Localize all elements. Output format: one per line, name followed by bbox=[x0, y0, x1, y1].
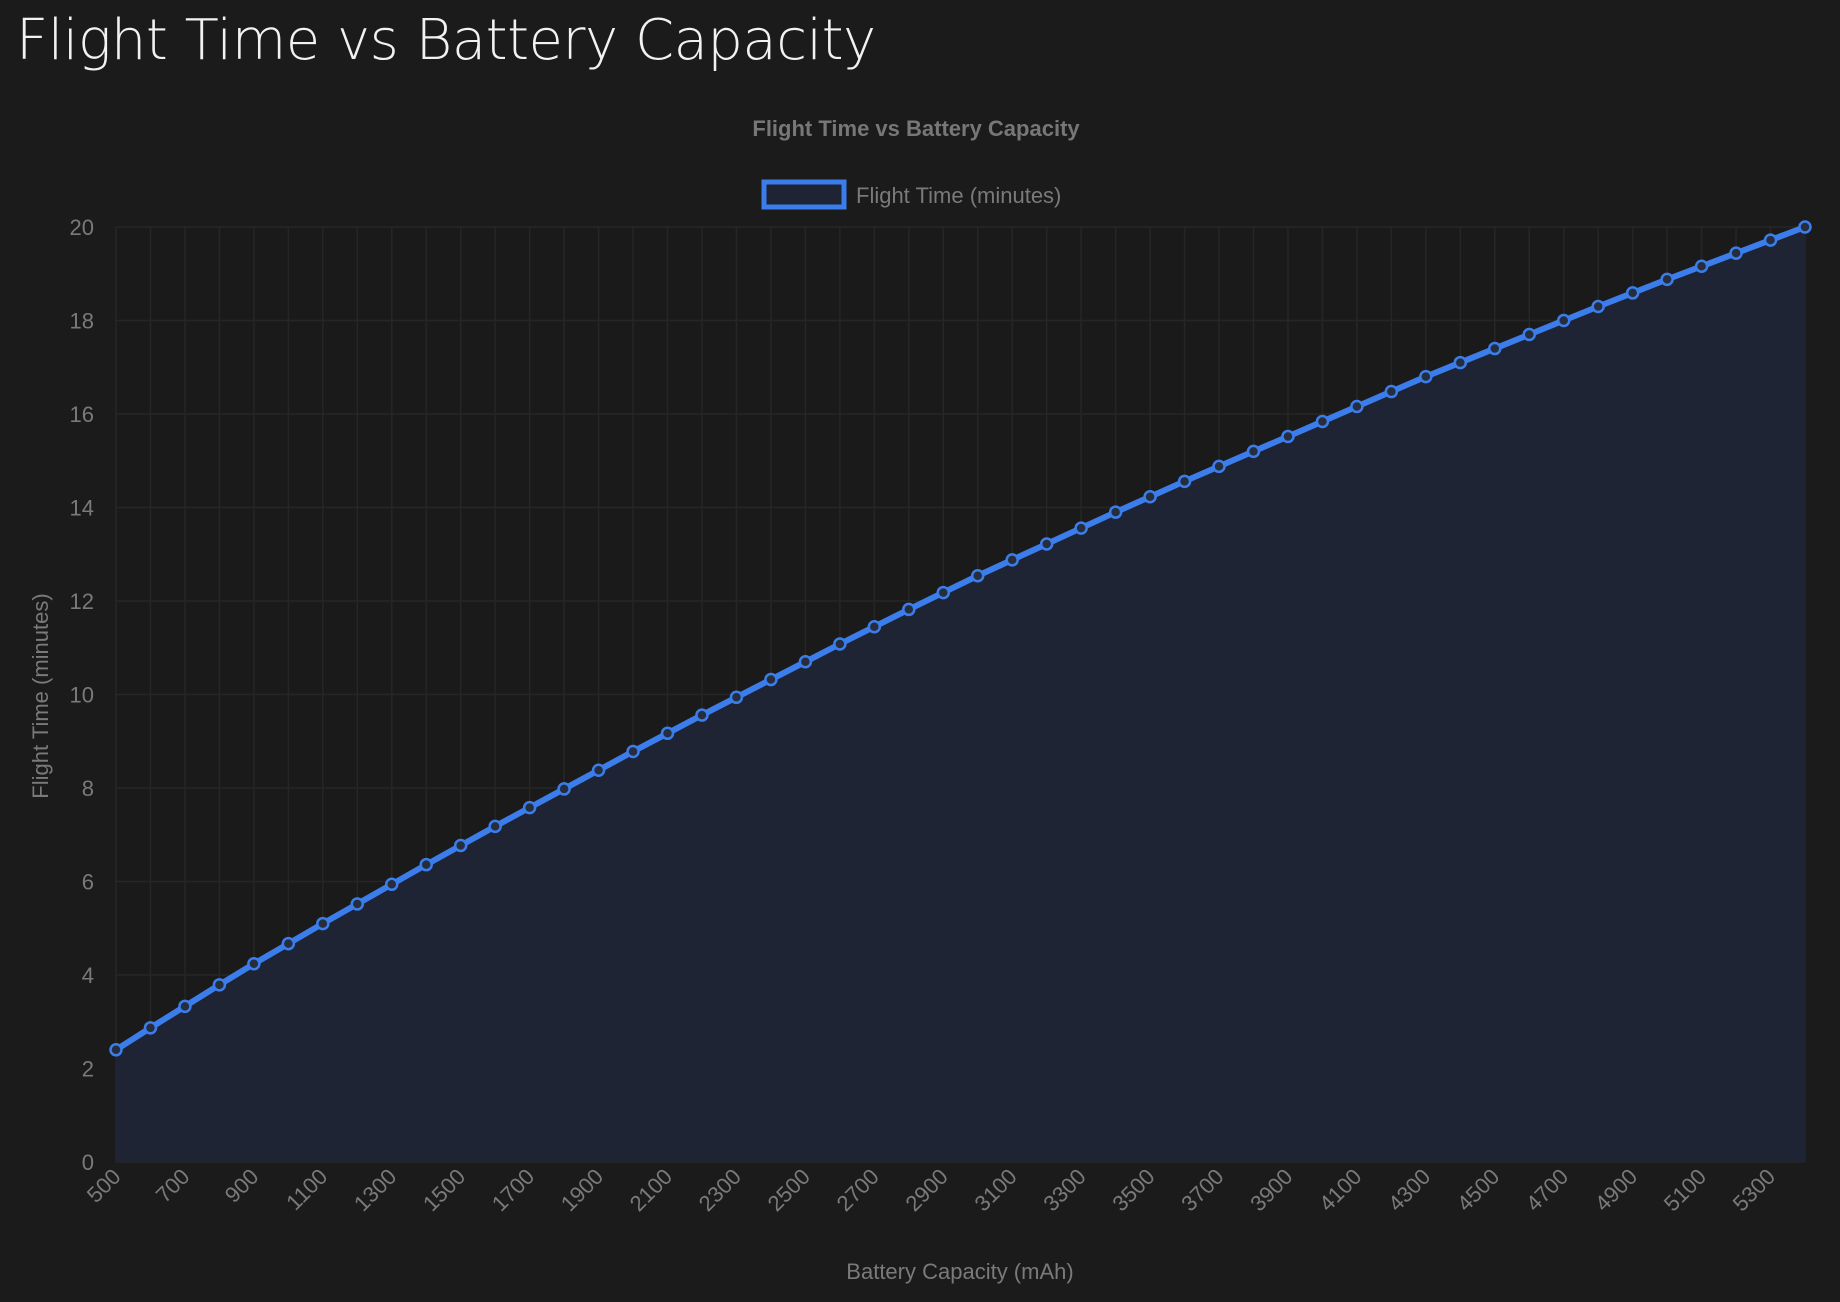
x-tick-label: 5300 bbox=[1728, 1164, 1780, 1216]
data-point[interactable] bbox=[247, 957, 261, 971]
y-tick-label: 4 bbox=[82, 963, 94, 988]
data-point[interactable] bbox=[1453, 355, 1468, 370]
data-point[interactable] bbox=[1419, 369, 1433, 384]
data-point[interactable] bbox=[488, 819, 502, 834]
series-area bbox=[116, 227, 1805, 1162]
data-point[interactable] bbox=[1488, 341, 1502, 356]
x-tick-label: 2900 bbox=[901, 1164, 953, 1216]
data-point[interactable] bbox=[1177, 474, 1192, 489]
data-point[interactable] bbox=[1660, 272, 1674, 287]
data-point[interactable] bbox=[1591, 299, 1605, 314]
data-point[interactable] bbox=[1625, 286, 1640, 300]
data-point[interactable] bbox=[1384, 384, 1399, 399]
data-point[interactable] bbox=[729, 690, 744, 705]
x-axis-ticks: 500 700 900 1100 1300 1500 1700 1900 2100 2300 250… bbox=[82, 1164, 1780, 1216]
data-point[interactable] bbox=[1246, 444, 1261, 459]
x-tick-label: 4500 bbox=[1452, 1164, 1504, 1216]
x-tick-label: 1700 bbox=[487, 1164, 539, 1216]
x-tick-label: 700 bbox=[151, 1164, 195, 1208]
x-tick-label: 3900 bbox=[1245, 1164, 1297, 1216]
y-tick-label: 0 bbox=[82, 1150, 94, 1175]
x-tick-label: 3300 bbox=[1038, 1164, 1090, 1216]
data-point[interactable] bbox=[350, 897, 365, 911]
y-tick-label: 2 bbox=[82, 1057, 94, 1082]
data-point[interactable] bbox=[1039, 537, 1054, 551]
y-tick-label: 6 bbox=[82, 870, 94, 895]
legend-swatch bbox=[761, 179, 847, 210]
data-point[interactable] bbox=[143, 1021, 158, 1035]
data-point[interactable] bbox=[936, 585, 951, 600]
data-point[interactable] bbox=[1729, 246, 1743, 260]
data-point[interactable] bbox=[281, 936, 296, 951]
y-tick-label: 16 bbox=[70, 402, 94, 427]
x-tick-label: 2700 bbox=[832, 1164, 884, 1216]
data-point[interactable] bbox=[591, 763, 606, 777]
area-fill bbox=[116, 227, 1805, 1162]
x-tick-label: 4900 bbox=[1590, 1164, 1642, 1216]
x-tick-label: 1100 bbox=[281, 1164, 332, 1215]
data-point[interactable] bbox=[1522, 327, 1536, 342]
x-tick-label: 2100 bbox=[625, 1164, 677, 1216]
data-point[interactable] bbox=[1212, 459, 1226, 474]
x-tick-label: 2300 bbox=[694, 1164, 746, 1216]
data-point[interactable] bbox=[626, 744, 640, 759]
data-point[interactable] bbox=[212, 978, 227, 992]
data-point[interactable] bbox=[1281, 429, 1295, 444]
data-point[interactable] bbox=[1798, 220, 1812, 234]
x-tick-label: 1300 bbox=[349, 1164, 401, 1216]
y-tick-label: 18 bbox=[70, 309, 94, 334]
data-point[interactable] bbox=[1350, 399, 1364, 414]
y-axis-title: Flight Time (minutes) bbox=[28, 593, 53, 798]
x-tick-label: 5100 bbox=[1659, 1164, 1711, 1216]
x-tick-label: 4300 bbox=[1383, 1164, 1435, 1216]
y-tick-label: 8 bbox=[82, 776, 94, 801]
legend[interactable]: Flight Time (minutes) bbox=[761, 179, 1061, 210]
x-tick-label: 4100 bbox=[1314, 1164, 1366, 1216]
data-point[interactable] bbox=[1143, 489, 1157, 504]
data-point[interactable] bbox=[970, 569, 985, 583]
x-tick-label: 3700 bbox=[1176, 1164, 1228, 1216]
x-tick-label: 3500 bbox=[1107, 1164, 1159, 1216]
data-point[interactable] bbox=[798, 655, 813, 669]
x-tick-label: 1500 bbox=[418, 1164, 470, 1216]
data-point[interactable] bbox=[178, 999, 192, 1014]
chart-title: Flight Time vs Battery Capacity bbox=[752, 116, 1080, 141]
data-point[interactable] bbox=[660, 726, 675, 741]
data-point[interactable] bbox=[1763, 233, 1778, 247]
data-point[interactable] bbox=[1694, 259, 1709, 274]
x-tick-label: 1900 bbox=[556, 1164, 608, 1216]
data-point[interactable] bbox=[833, 637, 847, 651]
data-point[interactable] bbox=[1556, 313, 1571, 328]
page-title: Flight Time vs Battery Capacity bbox=[16, 8, 876, 73]
y-tick-label: 12 bbox=[70, 589, 94, 614]
x-tick-label: 2500 bbox=[763, 1164, 815, 1216]
data-point[interactable] bbox=[1315, 414, 1330, 429]
y-tick-label: 14 bbox=[70, 496, 94, 521]
data-point[interactable] bbox=[1074, 521, 1088, 535]
data-point[interactable] bbox=[1108, 505, 1123, 519]
data-point[interactable] bbox=[764, 672, 778, 687]
data-point[interactable] bbox=[695, 708, 709, 722]
x-tick-label: 3100 bbox=[969, 1164, 1021, 1216]
data-point[interactable] bbox=[453, 838, 468, 853]
data-points bbox=[109, 220, 1812, 1057]
y-tick-label: 20 bbox=[70, 215, 94, 240]
legend-label: Flight Time (minutes) bbox=[856, 183, 1061, 208]
x-tick-label: 4700 bbox=[1521, 1164, 1573, 1216]
data-point[interactable] bbox=[419, 857, 433, 872]
y-axis-ticks: 0 2 4 6 8 10 12 14 16 18 20 bbox=[70, 215, 94, 1175]
x-axis-title: Battery Capacity (mAh) bbox=[846, 1259, 1073, 1284]
y-tick-label: 10 bbox=[70, 683, 94, 708]
x-tick-label: 900 bbox=[220, 1164, 264, 1208]
data-point[interactable] bbox=[385, 877, 399, 892]
data-point[interactable] bbox=[316, 916, 330, 931]
data-point[interactable] bbox=[867, 619, 882, 634]
data-point[interactable] bbox=[557, 782, 571, 796]
data-point[interactable] bbox=[522, 800, 537, 815]
data-point[interactable] bbox=[109, 1043, 123, 1057]
data-point[interactable] bbox=[902, 602, 916, 617]
data-point[interactable] bbox=[1005, 553, 1019, 567]
